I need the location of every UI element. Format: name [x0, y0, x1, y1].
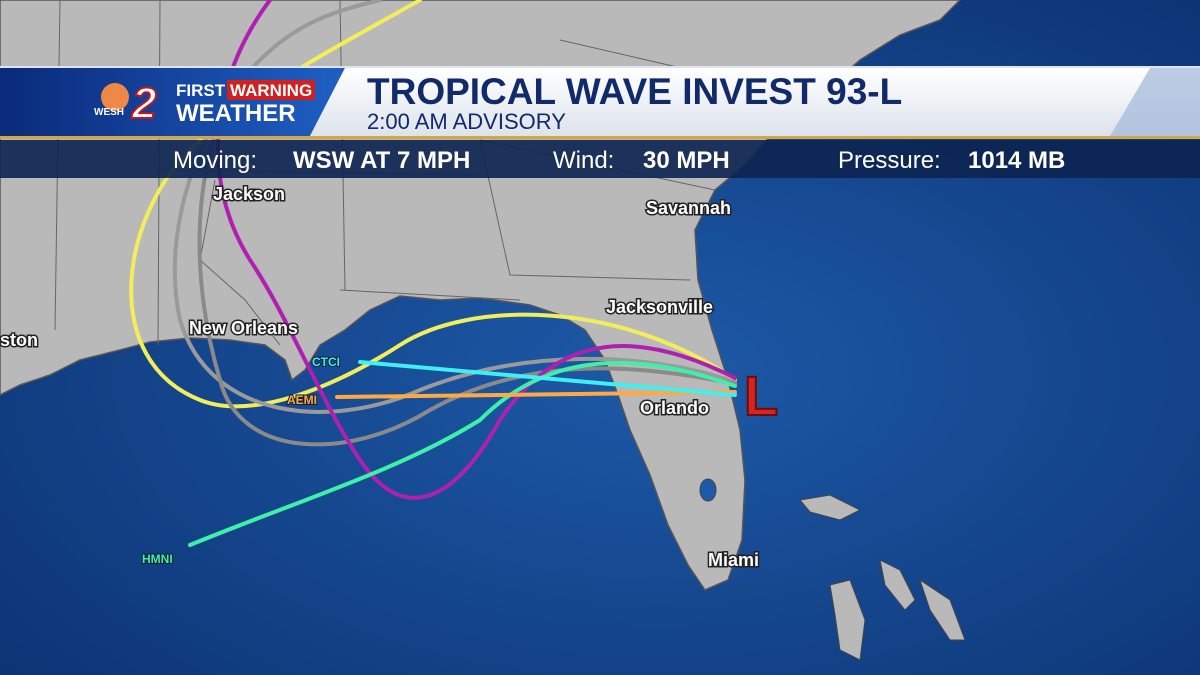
network-logo: [101, 83, 129, 111]
brand-warning: WARNING: [230, 81, 312, 100]
islands: [699, 478, 966, 661]
channel-number: 2: [131, 79, 157, 128]
city-label: Miami: [708, 550, 759, 570]
stat-label: Moving:: [173, 147, 257, 174]
stat-value: WSW AT 7 MPH: [293, 147, 470, 174]
city-label: Jacksonville: [606, 297, 713, 317]
stat-value: 30 MPH: [643, 147, 730, 174]
model-label: AEMI: [287, 393, 317, 407]
title-panel: [310, 68, 1200, 136]
rule: [0, 136, 1200, 139]
subtitle: 2:00 AM ADVISORY: [367, 109, 566, 134]
city-label: Orlando: [640, 398, 709, 418]
city-label: New Orleans: [189, 318, 298, 338]
stats: Moving: WSW AT 7 MPH Wind: 30 MPH Pressu…: [173, 147, 1065, 174]
stat-label: Wind:: [553, 147, 614, 174]
storm-marker: L: [744, 364, 778, 427]
model-label: CTCI: [312, 355, 340, 369]
city-label: Jackson: [213, 184, 285, 204]
brand-weather: WEATHER: [176, 100, 296, 127]
city-label: ston: [0, 330, 38, 350]
brand-first: FIRST: [176, 81, 226, 100]
station-name: WESH: [94, 107, 124, 118]
warning-box: [227, 80, 315, 100]
city-label: Savannah: [646, 198, 731, 218]
stat-value: 1014 MB: [968, 147, 1065, 174]
stats-bar: [0, 140, 1200, 178]
model-label: HMNI: [142, 552, 173, 566]
stat-label: Pressure:: [838, 147, 941, 174]
title: TROPICAL WAVE INVEST 93-L: [367, 71, 902, 112]
accent: [1110, 68, 1200, 136]
